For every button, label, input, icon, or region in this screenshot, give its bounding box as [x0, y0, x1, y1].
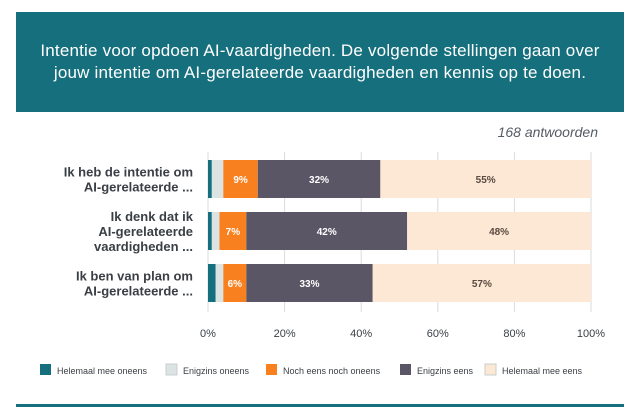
legend-label: Enigzins eens [417, 366, 474, 376]
data-label: 55% [476, 175, 496, 186]
data-label: 7% [226, 227, 241, 238]
legend-label: Helemaal mee eens [502, 366, 583, 376]
legend-swatch [400, 364, 411, 375]
category-label: Ik denk dat ik [111, 209, 194, 224]
chart-title: Intentie voor opdoen AI-vaardigheden. De… [40, 41, 600, 82]
category-label: AI-gerelateerde [98, 224, 193, 239]
bar-segment [211, 160, 224, 198]
data-label: 42% [317, 227, 337, 238]
category-label: AI-gerelateerde ... [84, 180, 193, 195]
category-label: Ik ben van plan om [76, 269, 193, 284]
data-label: 57% [472, 279, 492, 290]
legend-swatch [484, 363, 497, 376]
category-label: AI-gerelateerde ... [84, 284, 193, 299]
bar-segment [208, 160, 212, 198]
bar-segment [223, 264, 247, 302]
category-label: Ik heb de intentie om [64, 165, 193, 180]
legend-label: Noch eens noch oneens [283, 366, 381, 376]
bar-segment [257, 160, 381, 198]
legend-swatch [40, 364, 51, 375]
bar-segment [380, 160, 591, 198]
bar-segment [211, 212, 220, 250]
x-tick-label: 100% [577, 328, 605, 340]
bar-segment [372, 264, 591, 302]
bar-segment [407, 212, 591, 250]
response-count: 168 antwoorden [497, 124, 598, 140]
legend-label: Helemaal mee oneens [57, 366, 148, 376]
x-tick-label: 20% [274, 328, 296, 340]
footer-divider [16, 404, 624, 407]
bar-segment [246, 264, 373, 302]
x-tick-label: 60% [427, 328, 449, 340]
legend-swatch [266, 364, 277, 375]
bar-segment [208, 212, 212, 250]
bar-segment [219, 212, 247, 250]
data-label: 48% [489, 227, 509, 238]
legend-label: Enigzins oneens [183, 366, 250, 376]
x-tick-label: 80% [503, 328, 525, 340]
bar-segment [208, 264, 216, 302]
data-label: 33% [299, 279, 319, 290]
data-label: 6% [228, 279, 243, 290]
bar-segment [246, 212, 408, 250]
bar-segment [223, 160, 258, 198]
chart-header: Intentie voor opdoen AI-vaardigheden. De… [16, 12, 624, 112]
data-label: 9% [233, 175, 248, 186]
x-tick-label: 40% [350, 328, 372, 340]
category-label: vaardigheden ... [94, 239, 193, 254]
bar-segment [215, 264, 224, 302]
x-tick-label: 0% [200, 328, 216, 340]
legend-swatch [165, 363, 178, 376]
data-label: 32% [309, 175, 329, 186]
